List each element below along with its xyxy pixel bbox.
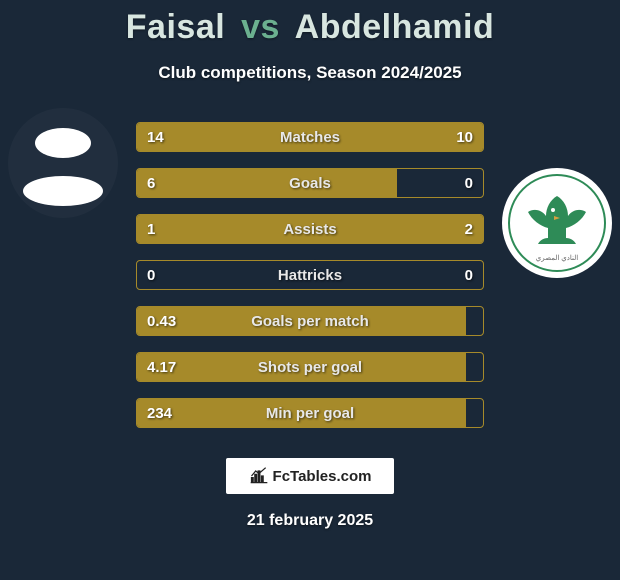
stat-row: 0.43Goals per match <box>136 306 484 336</box>
silhouette-icon <box>35 128 91 158</box>
chart-icon <box>249 466 269 486</box>
stat-row: 1Assists2 <box>136 214 484 244</box>
page-title: Faisal vs Abdelhamid <box>0 0 620 47</box>
stat-row: 4.17Shots per goal <box>136 352 484 382</box>
stat-label: Goals per match <box>137 307 483 335</box>
stat-row: 234Min per goal <box>136 398 484 428</box>
stat-value-right: 2 <box>465 215 473 243</box>
stat-label: Min per goal <box>137 399 483 427</box>
stat-label: Goals <box>137 169 483 197</box>
vs-separator: vs <box>241 8 280 46</box>
player2-club-logo: النادي المصري <box>502 168 612 278</box>
subtitle: Club competitions, Season 2024/2025 <box>0 63 620 83</box>
player1-avatar <box>8 108 118 218</box>
stat-value-right: 0 <box>465 261 473 289</box>
stat-label: Matches <box>137 123 483 151</box>
stat-rows: 14Matches106Goals01Assists20Hattricks00.… <box>136 122 484 444</box>
watermark: FcTables.com <box>226 458 394 494</box>
stat-label: Shots per goal <box>137 353 483 381</box>
player1-name: Faisal <box>126 8 225 46</box>
stat-label: Assists <box>137 215 483 243</box>
svg-text:النادي المصري: النادي المصري <box>536 254 578 262</box>
stat-row: 0Hattricks0 <box>136 260 484 290</box>
watermark-text: FcTables.com <box>273 468 372 485</box>
stat-value-right: 0 <box>465 169 473 197</box>
silhouette-icon <box>23 176 103 206</box>
stat-row: 14Matches10 <box>136 122 484 152</box>
stat-label: Hattricks <box>137 261 483 289</box>
stat-row: 6Goals0 <box>136 168 484 198</box>
date-label: 21 february 2025 <box>0 512 620 530</box>
eagle-logo-icon: النادي المصري <box>502 168 612 278</box>
stat-value-right: 10 <box>456 123 473 151</box>
player2-name: Abdelhamid <box>295 8 495 46</box>
comparison-card: Faisal vs Abdelhamid Club competitions, … <box>0 0 620 580</box>
